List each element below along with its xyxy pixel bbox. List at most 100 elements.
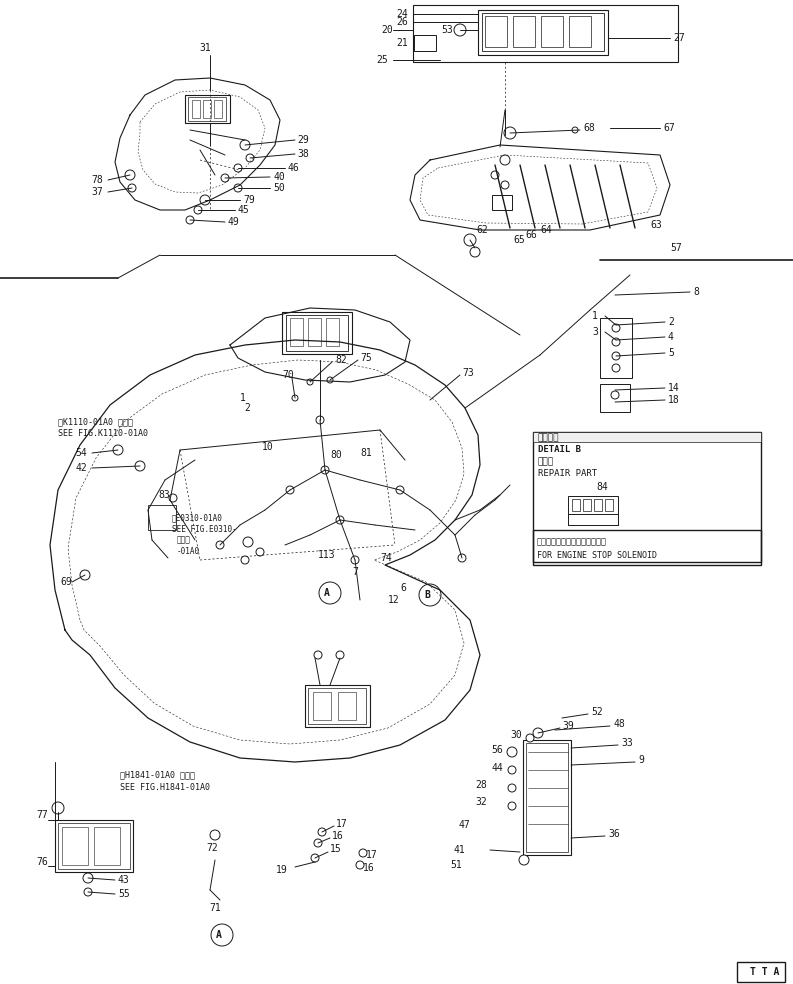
- Text: 67: 67: [663, 123, 675, 133]
- Text: 56: 56: [491, 745, 503, 755]
- Text: 16: 16: [363, 863, 375, 873]
- Circle shape: [314, 651, 322, 659]
- Bar: [58, 823, 130, 869]
- Circle shape: [316, 416, 324, 424]
- Bar: [485, 16, 507, 47]
- Circle shape: [52, 802, 64, 814]
- Text: 32: 32: [475, 797, 487, 807]
- Text: 2: 2: [244, 403, 250, 413]
- Circle shape: [84, 888, 92, 896]
- Text: 33: 33: [621, 738, 633, 748]
- Circle shape: [221, 174, 229, 182]
- Text: 補用品: 補用品: [538, 458, 554, 466]
- Circle shape: [135, 461, 145, 471]
- Text: 15: 15: [330, 844, 342, 854]
- Bar: [482, 13, 604, 51]
- Text: 第E0310-01A0: 第E0310-01A0: [172, 514, 223, 523]
- Circle shape: [83, 873, 93, 883]
- Bar: [326, 318, 339, 346]
- Text: 64: 64: [540, 225, 552, 235]
- Circle shape: [504, 127, 516, 139]
- Circle shape: [314, 839, 322, 847]
- Bar: [286, 315, 348, 351]
- Bar: [569, 16, 591, 47]
- Bar: [62, 827, 88, 865]
- Circle shape: [356, 861, 364, 869]
- Bar: [185, 95, 230, 123]
- Bar: [523, 740, 571, 855]
- Text: 84: 84: [596, 482, 607, 492]
- Text: 49: 49: [228, 217, 239, 227]
- Text: 31: 31: [199, 43, 211, 53]
- Text: 70: 70: [282, 370, 294, 380]
- Text: 12: 12: [388, 595, 400, 605]
- Circle shape: [327, 377, 333, 383]
- Circle shape: [464, 234, 476, 246]
- Circle shape: [210, 830, 220, 840]
- Bar: [526, 743, 568, 852]
- Text: 5: 5: [668, 348, 674, 358]
- Circle shape: [216, 541, 224, 549]
- Text: 8: 8: [693, 287, 699, 297]
- Circle shape: [351, 556, 359, 564]
- Text: 54: 54: [75, 448, 87, 458]
- Circle shape: [194, 206, 202, 214]
- Text: 42: 42: [75, 463, 87, 473]
- Bar: [203, 100, 211, 118]
- Text: 27: 27: [673, 33, 684, 43]
- Bar: [568, 496, 618, 514]
- Circle shape: [533, 728, 543, 738]
- Text: 28: 28: [475, 780, 487, 790]
- Text: 16: 16: [332, 831, 343, 841]
- Text: 63: 63: [650, 220, 661, 230]
- Circle shape: [336, 516, 344, 524]
- Text: 62: 62: [477, 225, 488, 235]
- Text: 26: 26: [396, 17, 408, 27]
- Circle shape: [526, 734, 534, 742]
- Circle shape: [396, 486, 404, 494]
- Text: 68: 68: [583, 123, 595, 133]
- Circle shape: [200, 195, 210, 205]
- Text: DETAIL B: DETAIL B: [538, 446, 581, 455]
- Circle shape: [318, 828, 326, 836]
- Text: A: A: [324, 588, 330, 598]
- Bar: [282, 312, 352, 354]
- Bar: [308, 318, 321, 346]
- Text: 38: 38: [297, 149, 308, 159]
- Text: 53: 53: [441, 25, 453, 35]
- Text: 3: 3: [592, 327, 598, 337]
- Text: 50: 50: [273, 183, 285, 193]
- Circle shape: [286, 486, 294, 494]
- Circle shape: [501, 181, 509, 189]
- Text: 52: 52: [591, 707, 603, 717]
- Text: 14: 14: [668, 383, 680, 393]
- Text: 48: 48: [613, 719, 625, 729]
- Circle shape: [454, 24, 466, 36]
- Text: 47: 47: [458, 820, 470, 830]
- Circle shape: [125, 170, 135, 180]
- Text: 45: 45: [238, 205, 250, 215]
- Circle shape: [319, 582, 341, 604]
- Text: 39: 39: [562, 721, 574, 731]
- Text: 21: 21: [396, 38, 408, 48]
- Circle shape: [307, 379, 313, 385]
- Bar: [413, 5, 678, 62]
- Text: 17: 17: [336, 819, 348, 829]
- Circle shape: [359, 849, 367, 857]
- Text: エンジンストップソレノイド用: エンジンストップソレノイド用: [537, 537, 607, 546]
- Text: 第K1110-01A0 図参照: 第K1110-01A0 図参照: [58, 417, 133, 426]
- Text: 83: 83: [158, 490, 170, 500]
- Circle shape: [113, 445, 123, 455]
- Circle shape: [211, 924, 233, 946]
- Circle shape: [256, 548, 264, 556]
- Text: 29: 29: [297, 135, 308, 145]
- Text: -01A0: -01A0: [177, 546, 200, 556]
- Circle shape: [311, 854, 319, 862]
- Text: 65: 65: [513, 235, 525, 245]
- Text: 46: 46: [288, 163, 300, 173]
- Bar: [414, 35, 436, 51]
- Circle shape: [470, 247, 480, 257]
- Circle shape: [612, 324, 620, 332]
- Circle shape: [336, 651, 344, 659]
- Bar: [583, 499, 591, 511]
